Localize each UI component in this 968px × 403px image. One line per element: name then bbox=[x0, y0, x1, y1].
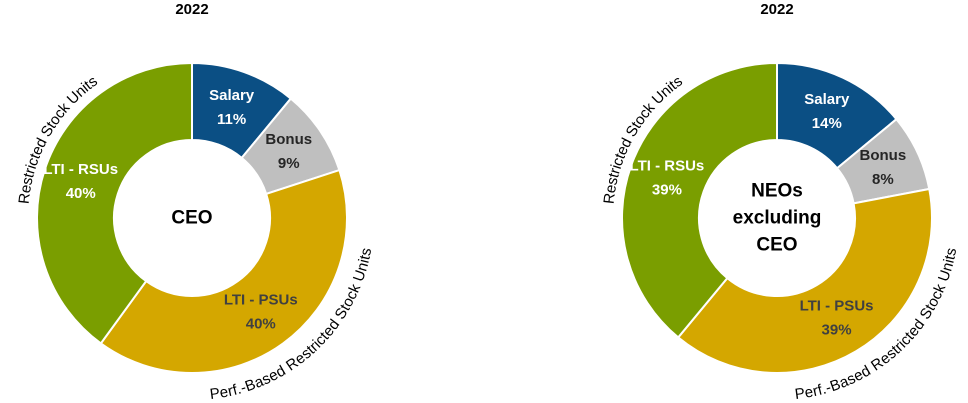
slice-category: Bonus bbox=[860, 147, 907, 164]
chart-title: 2022 bbox=[760, 1, 793, 18]
donut-slice bbox=[99, 168, 348, 374]
center-label: CEO bbox=[171, 207, 213, 229]
slice-category: Salary bbox=[804, 91, 850, 108]
donut-slice bbox=[36, 61, 193, 345]
slice-value: 14% bbox=[812, 115, 842, 132]
slice-category: LTI - PSUs bbox=[800, 298, 874, 315]
slice-value: 11% bbox=[217, 111, 246, 128]
slice-value: 9% bbox=[278, 155, 300, 172]
slice-value: 40% bbox=[246, 316, 276, 333]
slice-category: LTI - PSUs bbox=[224, 292, 298, 309]
slice-category: LTI - RSUs bbox=[43, 161, 118, 178]
chart-title: 2022 bbox=[175, 1, 208, 18]
slice-value: 39% bbox=[822, 322, 852, 339]
slice-value: 39% bbox=[652, 181, 682, 198]
donut-slice bbox=[621, 61, 778, 339]
donut-slice bbox=[676, 187, 933, 374]
slice-value: 8% bbox=[872, 171, 894, 188]
slice-value: 40% bbox=[66, 185, 96, 202]
center-label: NEOs excluding CEO bbox=[732, 180, 822, 256]
slice-category: Bonus bbox=[265, 131, 312, 148]
slice-category: LTI - RSUs bbox=[630, 157, 705, 174]
slice-category: Salary bbox=[209, 87, 255, 104]
